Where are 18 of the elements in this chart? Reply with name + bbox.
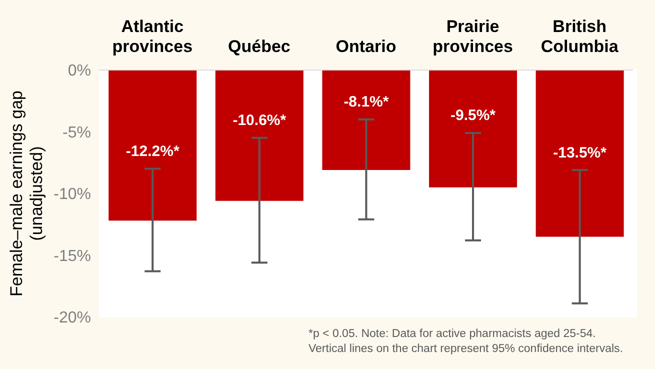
y-tick-label: -15% xyxy=(54,248,91,265)
x-tick-label: Ontario xyxy=(336,37,396,56)
data-label: -9.5%* xyxy=(450,107,496,124)
y-tick-label: -10% xyxy=(54,186,91,204)
y-tick-label: 0% xyxy=(68,62,91,80)
x-tick-label: Québec xyxy=(228,37,290,56)
text: Vertical lines on the chart represent 95% confidence intervals. xyxy=(308,342,623,357)
y-axis-title: Female–male earnings gap (unadjusted) xyxy=(7,90,46,297)
y-tick-label: -20% xyxy=(54,310,91,327)
x-tick-label: Prairie provinces xyxy=(432,17,513,56)
y-tick-label: -5% xyxy=(62,124,91,142)
x-tick-label: British Columbia xyxy=(540,17,619,56)
data-label: -13.5%* xyxy=(553,144,607,162)
text: *p < 0.05. Note: Data for active pharmacists aged 25-54. xyxy=(308,327,597,342)
x-tick-label: Atlantic provinces xyxy=(112,17,193,56)
data-label: -8.1%* xyxy=(344,94,389,111)
data-label: -12.2%* xyxy=(126,143,180,160)
data-label: -10.6%* xyxy=(232,112,286,130)
